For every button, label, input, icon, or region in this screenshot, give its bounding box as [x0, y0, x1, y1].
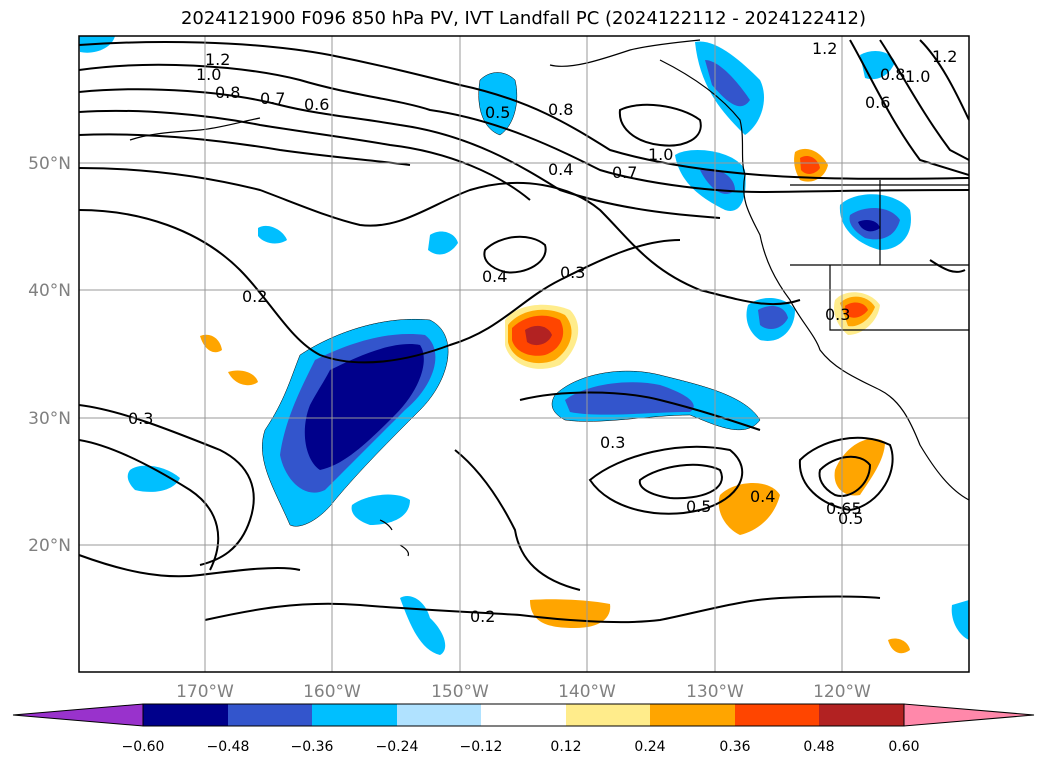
map-frame: [78, 35, 970, 673]
contour-label: 0.7: [260, 89, 285, 108]
contour-label: 0.3: [600, 433, 625, 452]
pv-contours: [79, 39, 969, 624]
map-title: 2024121900 F096 850 hPa PV, IVT Landfall…: [180, 8, 867, 29]
lat-tick-label: 30°N: [28, 409, 71, 429]
graticule: [79, 36, 969, 672]
contour-label: 1.0: [196, 65, 221, 84]
contour-label: 0.8: [880, 65, 905, 84]
negative-anomaly-east: [551, 370, 761, 431]
lon-tick-label: 120°W: [813, 682, 871, 702]
negative-anomaly-central: [262, 319, 449, 527]
colorbar-segment: [650, 704, 735, 726]
contour-label: 1.2: [932, 47, 957, 66]
colorbar-segment: [481, 704, 566, 726]
negative-anomaly-north: [79, 36, 911, 341]
colorbar-tick-label: −0.36: [291, 739, 334, 755]
colorbar-tick-label: 0.12: [550, 739, 581, 755]
contour-label: 1.0: [905, 67, 930, 86]
contour-label: 0.5: [838, 509, 863, 528]
contour-label: 0.7: [612, 163, 637, 182]
contour-label: 0.3: [560, 263, 585, 282]
contour-label: 1.2: [812, 39, 837, 58]
colorbar-tick-label: −0.48: [207, 739, 250, 755]
colorbar-segment: [819, 704, 904, 726]
contour-label: 0.2: [242, 287, 267, 306]
contour-label: 0.3: [128, 409, 153, 428]
contour-label: 0.5: [485, 103, 510, 122]
contour-label: 0.6: [304, 95, 329, 114]
colorbar-segment: [566, 704, 650, 726]
colorbar-tick-label: −0.60: [122, 739, 165, 755]
negative-anomaly-small: [127, 225, 969, 655]
contour-label: 0.3: [825, 305, 850, 324]
contour-label: 0.5: [686, 497, 711, 516]
contour-label: 0.4: [750, 487, 775, 506]
lon-tick-label: 140°W: [558, 682, 616, 702]
contour-label: 0.6: [865, 93, 890, 112]
colorbar: −0.60 −0.48 −0.36 −0.24 −0.12 0.12 0.24 …: [12, 703, 1035, 755]
contour-label: 0.2: [470, 607, 495, 626]
colorbar-tick-label: 0.36: [719, 739, 750, 755]
lon-tick-label: 130°W: [686, 682, 744, 702]
coastlines: [129, 39, 969, 557]
colorbar-tick-label: 0.24: [634, 739, 665, 755]
lon-tick-label: 150°W: [431, 682, 489, 702]
colorbar-extend-max: [903, 703, 1035, 727]
contour-label: 1.2: [205, 50, 230, 69]
colorbar-tick-label: −0.24: [376, 739, 419, 755]
contour-labels: 1.2 1.0 0.8 0.7 0.6 0.5 0.8 0.4 0.7 1.0 …: [128, 39, 957, 626]
colorbar-segment: [735, 704, 819, 726]
lat-tick-label: 50°N: [28, 154, 71, 174]
contour-label: 0.8: [548, 100, 573, 119]
contour-label: 0.8: [215, 83, 240, 102]
colorbar-tick-label: 0.48: [803, 739, 834, 755]
colorbar-extend-min: [12, 703, 144, 727]
latitude-labels: 50°N 40°N 30°N 20°N: [28, 154, 71, 556]
lat-tick-label: 20°N: [28, 536, 71, 556]
contour-label: 0.4: [548, 160, 573, 179]
contour-label: 1.0: [648, 145, 673, 164]
colorbar-tick-label: 0.60: [888, 739, 919, 755]
colorbar-segment: [143, 704, 228, 726]
map-area: 1.2 1.0 0.8 0.7 0.6 0.5 0.8 0.4 0.7 1.0 …: [79, 36, 969, 672]
lat-tick-label: 40°N: [28, 281, 71, 301]
contour-label: 0.65: [826, 499, 862, 518]
lon-tick-label: 170°W: [176, 682, 234, 702]
colorbar-segment: [397, 704, 481, 726]
longitude-labels: 170°W 160°W 150°W 140°W 130°W 120°W: [176, 682, 871, 702]
colorbar-segment: [228, 704, 312, 726]
lon-tick-label: 160°W: [303, 682, 361, 702]
contour-label: 0.4: [482, 267, 507, 286]
colorbar-tick-label: −0.12: [460, 739, 503, 755]
colorbar-segment: [312, 704, 397, 726]
